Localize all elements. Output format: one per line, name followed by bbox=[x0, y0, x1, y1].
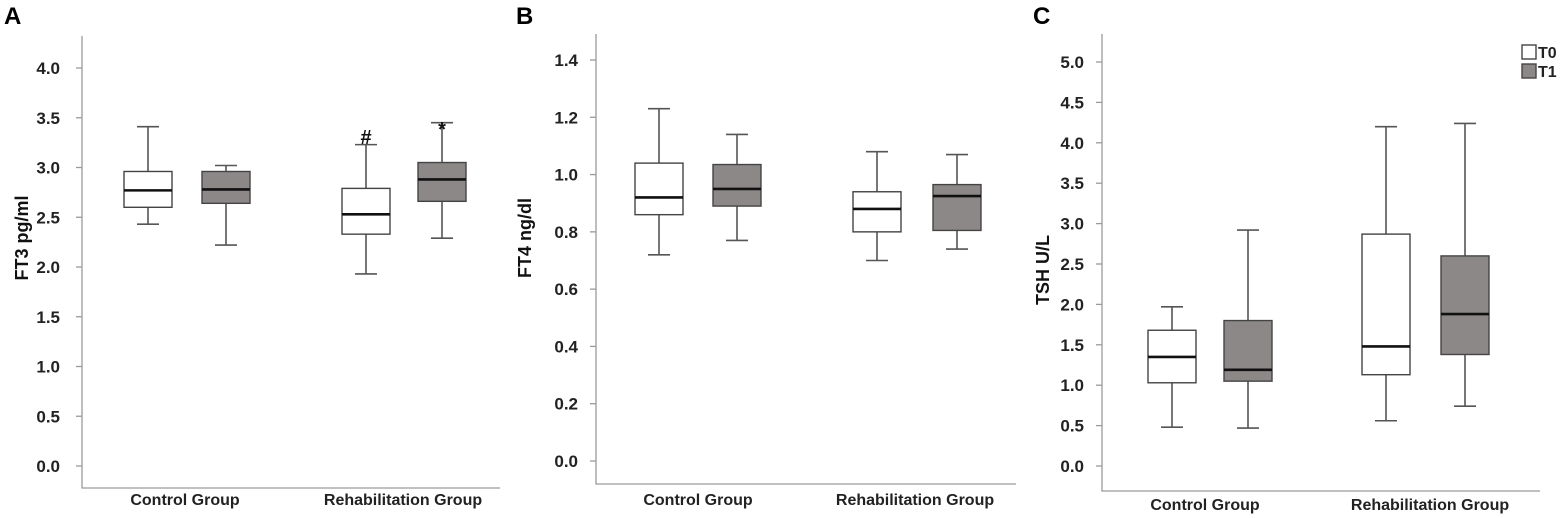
panel-c-letter: C bbox=[1033, 3, 1050, 30]
y-tick-label: 2.5 bbox=[36, 208, 60, 227]
box-t0-rehabilitation bbox=[341, 143, 391, 275]
panel-a-axes bbox=[81, 36, 500, 489]
legend-swatch-t1 bbox=[1521, 63, 1537, 79]
panel-c-y-title: TSH U/L bbox=[1033, 235, 1053, 305]
iqr-box bbox=[417, 161, 467, 203]
iqr-box bbox=[634, 162, 684, 216]
y-tick-label: 2.5 bbox=[1060, 255, 1084, 274]
box-t0-control bbox=[1147, 306, 1197, 429]
panel-c-category-rehabilitation: Rehabilitation Group bbox=[1351, 497, 1509, 514]
y-tick-label: 0.0 bbox=[554, 452, 578, 471]
panel-a-annotation-star: * bbox=[438, 119, 446, 141]
y-tick-label: 2.0 bbox=[1060, 295, 1084, 314]
panel-b: B FT4 ng/dl 0.0 0.2 0.4 0.6 0.8 1.0 1.2 1.4 Con… bbox=[515, 3, 1016, 509]
y-tick-label: 4.5 bbox=[1060, 93, 1084, 112]
panel-c-axes bbox=[1101, 34, 1540, 492]
panel-b-y-ticks: 0.0 0.2 0.4 0.6 0.8 1.0 1.2 1.4 bbox=[554, 51, 596, 471]
panel-b-y-title: FT4 ng/dl bbox=[515, 198, 535, 278]
panel-a-category-control: Control Group bbox=[130, 492, 240, 509]
box-t1-rehabilitation bbox=[1440, 122, 1490, 408]
y-tick-label: 1.2 bbox=[554, 108, 578, 127]
y-tick-label: 1.0 bbox=[36, 358, 60, 377]
box-t0-control bbox=[123, 125, 173, 226]
panel-a-y-ticks: 0.0 0.5 1.0 1.5 2.0 2.5 3.0 3.5 4.0 bbox=[36, 59, 82, 476]
y-tick-label: 4.0 bbox=[1060, 134, 1084, 153]
panel-c-y-ticks: 0.0 0.5 1.0 1.5 2.0 2.5 3.0 3.5 4.0 4.5 5.0 bbox=[1060, 53, 1102, 476]
box-t1-rehabilitation bbox=[932, 153, 982, 250]
iqr-box bbox=[341, 187, 391, 235]
iqr-box bbox=[1361, 233, 1411, 376]
legend-label-t0: T0 bbox=[1538, 45, 1557, 62]
box-t1-control bbox=[201, 164, 251, 246]
y-tick-label: 1.5 bbox=[36, 308, 60, 327]
iqr-box bbox=[1223, 319, 1273, 382]
y-tick-label: 0.4 bbox=[554, 337, 578, 356]
y-tick-label: 5.0 bbox=[1060, 53, 1084, 72]
y-tick-label: 0.6 bbox=[554, 280, 578, 299]
y-tick-label: 3.5 bbox=[36, 109, 60, 128]
y-tick-label: 1.0 bbox=[554, 166, 578, 185]
panel-b-category-control: Control Group bbox=[643, 492, 753, 509]
legend: T0 T1 bbox=[1521, 44, 1557, 81]
iqr-box bbox=[201, 170, 251, 205]
y-tick-label: 1.4 bbox=[554, 51, 578, 70]
y-tick-label: 3.0 bbox=[36, 159, 60, 178]
y-tick-label: 0.2 bbox=[554, 395, 578, 414]
panel-b-boxes bbox=[634, 107, 982, 262]
box-t0-rehabilitation bbox=[852, 150, 902, 262]
panel-a-y-title: FT3 pg/ml bbox=[12, 196, 32, 281]
y-tick-label: 3.5 bbox=[1060, 174, 1084, 193]
legend-label-t1: T1 bbox=[1538, 64, 1557, 81]
panel-c-category-control: Control Group bbox=[1150, 497, 1260, 514]
y-tick-label: 2.0 bbox=[36, 258, 60, 277]
box-t1-control bbox=[1223, 229, 1273, 429]
panel-b-letter: B bbox=[516, 3, 533, 30]
panel-b-category-rehabilitation: Rehabilitation Group bbox=[836, 492, 994, 509]
box-t0-rehabilitation bbox=[1361, 125, 1411, 422]
panel-a: A FT3 pg/ml 0.00.51.01.52.02.53.03.54.0 … bbox=[4, 3, 500, 509]
panel-c: C TSH U/L 0.0 0.5 1.0 1.5 2.0 2.5 3.0 3.5 4.0 4.5… bbox=[1033, 3, 1557, 514]
legend-swatch-t0 bbox=[1521, 44, 1537, 60]
iqr-box bbox=[1440, 255, 1490, 356]
box-t0-control bbox=[634, 107, 684, 256]
y-tick-label: 0.8 bbox=[554, 223, 578, 242]
panel-a-category-rehabilitation: Rehabilitation Group bbox=[324, 492, 482, 509]
iqr-box bbox=[932, 183, 982, 232]
y-tick-label: 1.0 bbox=[1060, 376, 1084, 395]
panel-a-letter: A bbox=[4, 3, 21, 30]
panel-c-boxes bbox=[1147, 122, 1490, 429]
y-tick-label: 0.0 bbox=[1060, 457, 1084, 476]
y-tick-label: 4.0 bbox=[36, 59, 60, 78]
y-tick-label: 0.5 bbox=[1060, 417, 1084, 436]
iqr-box bbox=[852, 191, 902, 233]
y-tick-label: 0.0 bbox=[36, 457, 60, 476]
box-t1-control bbox=[712, 133, 762, 242]
y-tick-label: 0.5 bbox=[36, 407, 60, 426]
y-tick-label: 3.0 bbox=[1060, 215, 1084, 234]
iqr-box bbox=[712, 163, 762, 207]
panel-b-axes bbox=[595, 34, 1016, 485]
panel-a-annotation-hash: # bbox=[360, 127, 371, 149]
box-t1-rehabilitation bbox=[417, 121, 467, 239]
panel-a-boxes bbox=[123, 121, 467, 275]
y-tick-label: 1.5 bbox=[1060, 336, 1084, 355]
